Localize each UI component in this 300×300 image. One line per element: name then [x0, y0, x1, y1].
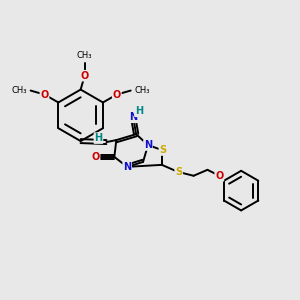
- Text: S: S: [159, 145, 167, 155]
- Text: CH₃: CH₃: [11, 86, 27, 95]
- Text: N: N: [144, 140, 152, 150]
- Text: N: N: [123, 162, 131, 172]
- Text: H: H: [94, 133, 103, 143]
- Text: S: S: [175, 167, 182, 177]
- Text: O: O: [40, 89, 49, 100]
- Text: H: H: [135, 106, 143, 116]
- Text: CH₃: CH₃: [135, 86, 150, 95]
- Text: N: N: [129, 112, 137, 122]
- Text: O: O: [80, 71, 89, 81]
- Text: O: O: [92, 152, 100, 162]
- Text: O: O: [113, 89, 121, 100]
- Text: O: O: [215, 171, 224, 181]
- Text: CH₃: CH₃: [77, 51, 92, 60]
